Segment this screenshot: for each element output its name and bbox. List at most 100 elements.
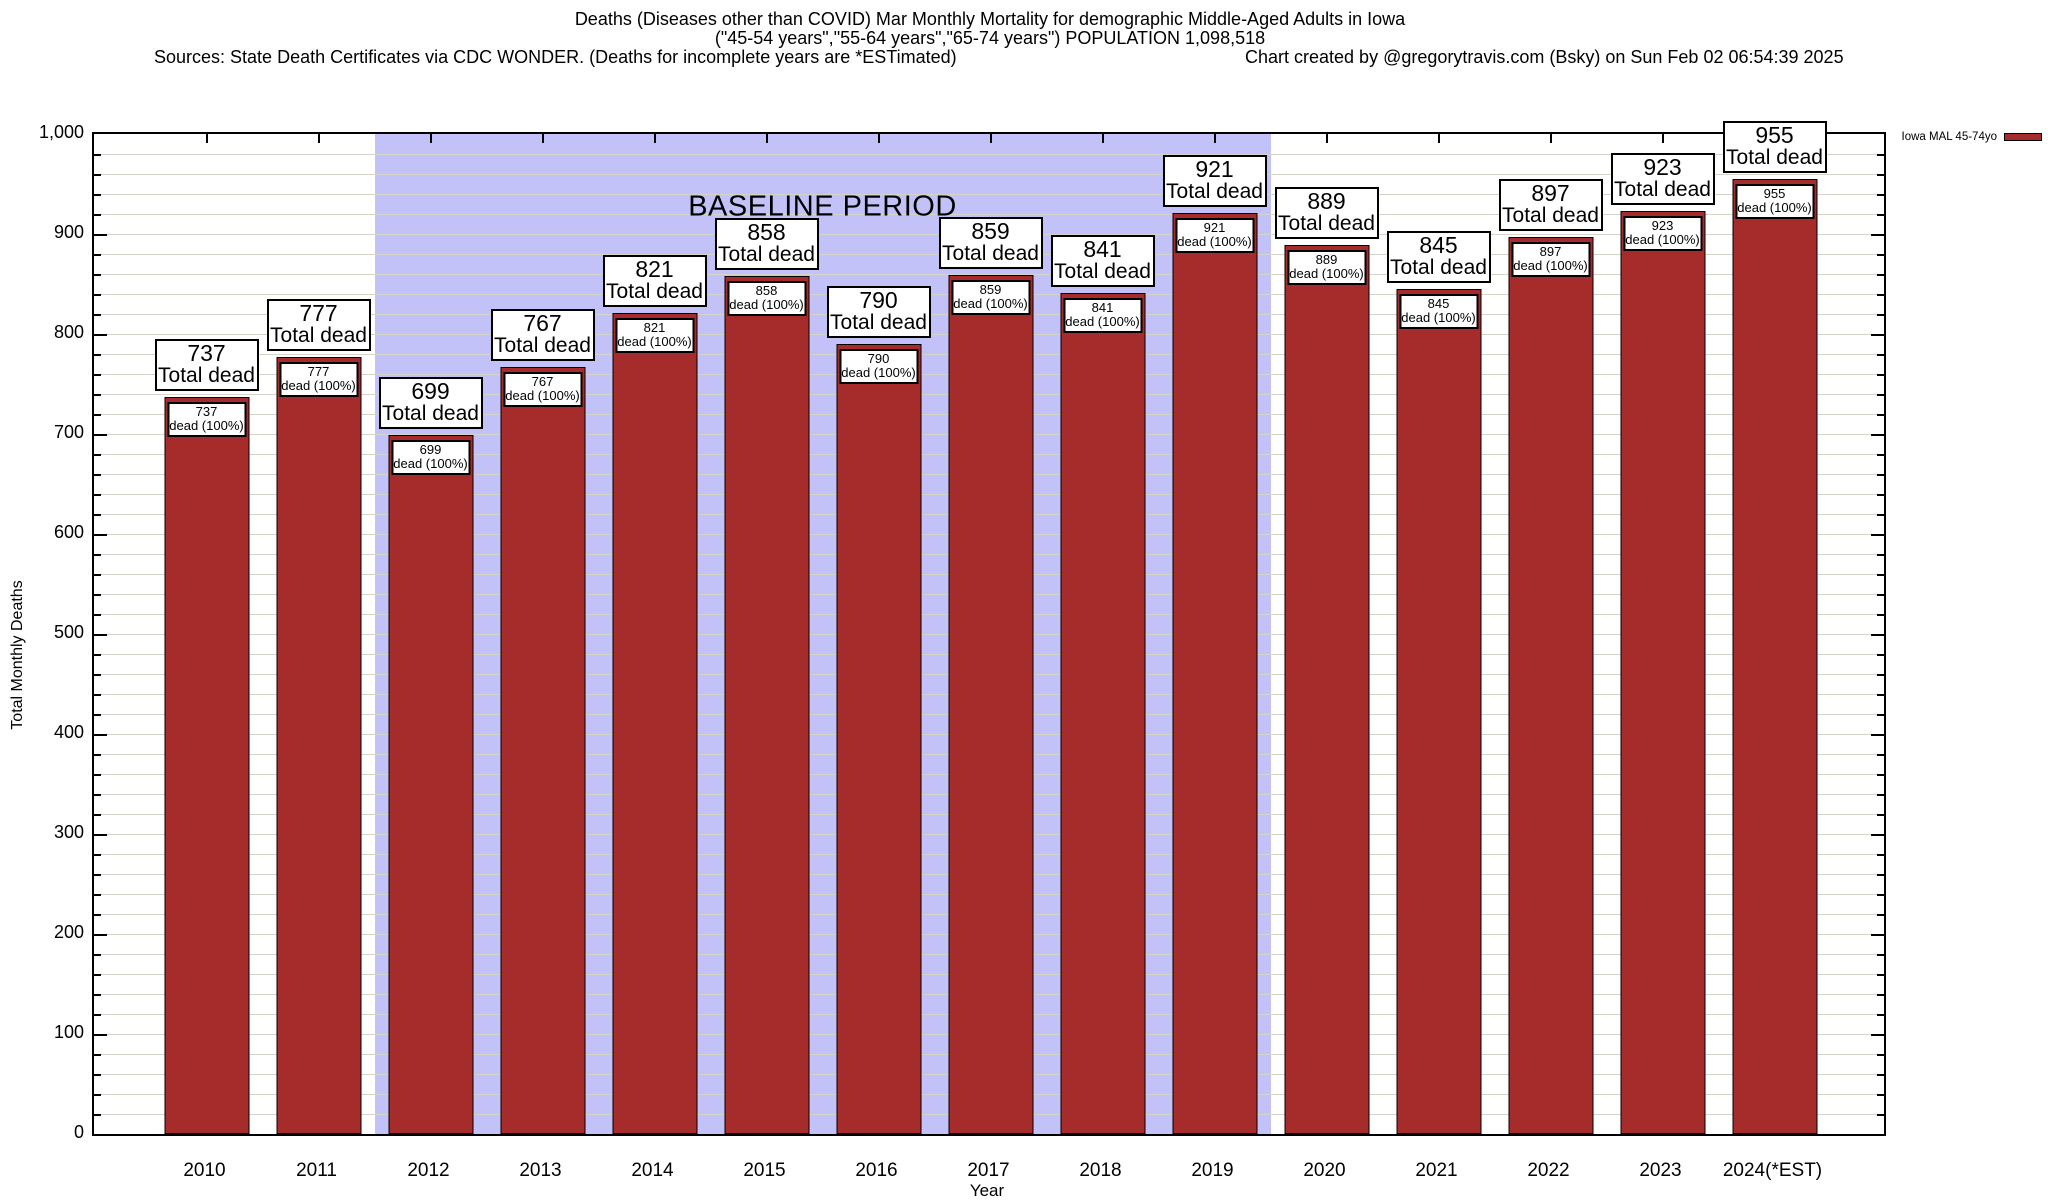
y-minor-tick (1877, 574, 1884, 576)
legend-swatch-icon (2004, 133, 2042, 141)
chart-subtitle: ("45-54 years","55-64 years","65-74 year… (714, 28, 1266, 48)
y-minor-tick (1877, 1074, 1884, 1076)
x-tick-label-2011: 2011 (296, 1160, 337, 1181)
y-minor-tick (1877, 274, 1884, 276)
y-major-tick (1871, 834, 1884, 836)
dead-percent-label-2024(*EST): 955 dead (100%) (1735, 184, 1814, 219)
dead-value: 767 (531, 374, 554, 389)
total-dead-caption: Total dead (830, 311, 927, 334)
dead-value: 921 (1203, 220, 1226, 235)
y-tick-label-600: 600 (53, 522, 84, 542)
y-minor-tick (1877, 794, 1884, 796)
total-dead-caption: Total dead (494, 334, 591, 357)
y-minor-tick (1877, 394, 1884, 396)
y-major-tick (1871, 534, 1884, 536)
dead-value: 955 (1763, 186, 1786, 201)
y-minor-tick (94, 854, 101, 856)
y-minor-tick (1877, 954, 1884, 956)
total-dead-caption: Total dead (1726, 146, 1823, 169)
total-dead-value: 859 (971, 218, 1010, 244)
bar-2024(*EST) (1732, 179, 1817, 1134)
dead-value: 841 (1091, 300, 1114, 315)
dead-percent-label-2020: 889 dead (100%) (1287, 250, 1366, 285)
total-dead-caption: Total dead (606, 280, 703, 303)
y-minor-tick (1877, 874, 1884, 876)
bar-2019 (1172, 213, 1257, 1134)
total-dead-caption: Total dead (158, 364, 255, 387)
x-tick (1213, 134, 1216, 143)
y-tick-label-400: 400 (53, 722, 84, 742)
gridline (94, 194, 1884, 195)
total-dead-value: 923 (1643, 154, 1682, 180)
x-tick (1101, 134, 1104, 143)
dead-value: 790 (867, 351, 890, 366)
bar-slot-2018: 841 Total dead 841 dead (100%) (1047, 134, 1159, 1134)
dead-percent-label-2022: 897 dead (100%) (1511, 242, 1590, 277)
x-tick (765, 134, 768, 143)
dead-value: 859 (979, 282, 1002, 297)
total-dead-label-2019: 921 Total dead (1162, 155, 1267, 207)
y-major-tick (94, 634, 107, 636)
total-dead-caption: Total dead (942, 242, 1039, 265)
bar-2014 (612, 313, 697, 1134)
x-tick-label-2016: 2016 (855, 1160, 898, 1181)
y-minor-tick (94, 614, 101, 616)
total-dead-value: 921 (1195, 156, 1234, 182)
dead-value: 845 (1427, 296, 1450, 311)
total-dead-value: 699 (411, 378, 450, 404)
total-dead-value: 858 (747, 219, 786, 245)
y-minor-tick (1877, 514, 1884, 516)
y-major-tick (1871, 734, 1884, 736)
y-major-tick (1871, 434, 1884, 436)
y-minor-tick (94, 774, 101, 776)
x-tick-label-2012: 2012 (407, 1160, 450, 1181)
total-dead-caption: Total dead (1054, 260, 1151, 283)
total-dead-label-2020: 889 Total dead (1274, 187, 1379, 239)
dead-percent-label-2019: 921 dead (100%) (1175, 218, 1254, 253)
y-tick-label-300: 300 (53, 822, 84, 842)
y-minor-tick (1877, 254, 1884, 256)
y-minor-tick (1877, 1054, 1884, 1056)
dead-percent-caption: dead (100%) (169, 418, 244, 433)
y-minor-tick (94, 354, 101, 356)
y-major-tick (94, 834, 107, 836)
total-dead-value: 737 (187, 340, 226, 366)
y-minor-tick (1877, 214, 1884, 216)
x-tick (1661, 134, 1664, 143)
total-dead-label-2022: 897 Total dead (1498, 179, 1603, 231)
y-minor-tick (94, 314, 101, 316)
y-minor-tick (1877, 974, 1884, 976)
x-tick-label-2015: 2015 (743, 1160, 786, 1181)
y-minor-tick (94, 554, 101, 556)
y-minor-tick (94, 514, 101, 516)
y-minor-tick (94, 494, 101, 496)
y-minor-tick (94, 914, 101, 916)
bar-slot-2020: 889 Total dead 889 dead (100%) (1271, 134, 1383, 1134)
x-tick (989, 134, 992, 143)
dead-value: 858 (755, 283, 778, 298)
y-major-tick (94, 234, 107, 236)
y-minor-tick (94, 694, 101, 696)
bar-2012 (388, 435, 473, 1134)
y-minor-tick (1877, 854, 1884, 856)
y-major-tick (1871, 334, 1884, 336)
bar-2016 (836, 344, 921, 1134)
y-minor-tick (1877, 454, 1884, 456)
x-tick-label-2014: 2014 (631, 1160, 674, 1181)
total-dead-value: 767 (523, 310, 562, 336)
y-minor-tick (1877, 474, 1884, 476)
total-dead-label-2023: 923 Total dead (1610, 153, 1715, 205)
x-tick-label-2021: 2021 (1415, 1160, 1458, 1181)
y-major-tick (94, 1034, 107, 1036)
dead-percent-label-2015: 858 dead (100%) (727, 281, 806, 316)
y-tick-label-700: 700 (53, 422, 84, 442)
total-dead-caption: Total dead (1166, 180, 1263, 203)
y-major-tick (94, 434, 107, 436)
y-minor-tick (1877, 1014, 1884, 1016)
y-minor-tick (94, 154, 101, 156)
total-dead-value: 897 (1531, 180, 1570, 206)
bar-slot-2015: 858 Total dead 858 dead (100%) (711, 134, 823, 1134)
total-dead-caption: Total dead (1502, 204, 1599, 227)
total-dead-value: 889 (1307, 188, 1346, 214)
dead-percent-label-2023: 923 dead (100%) (1623, 216, 1702, 251)
